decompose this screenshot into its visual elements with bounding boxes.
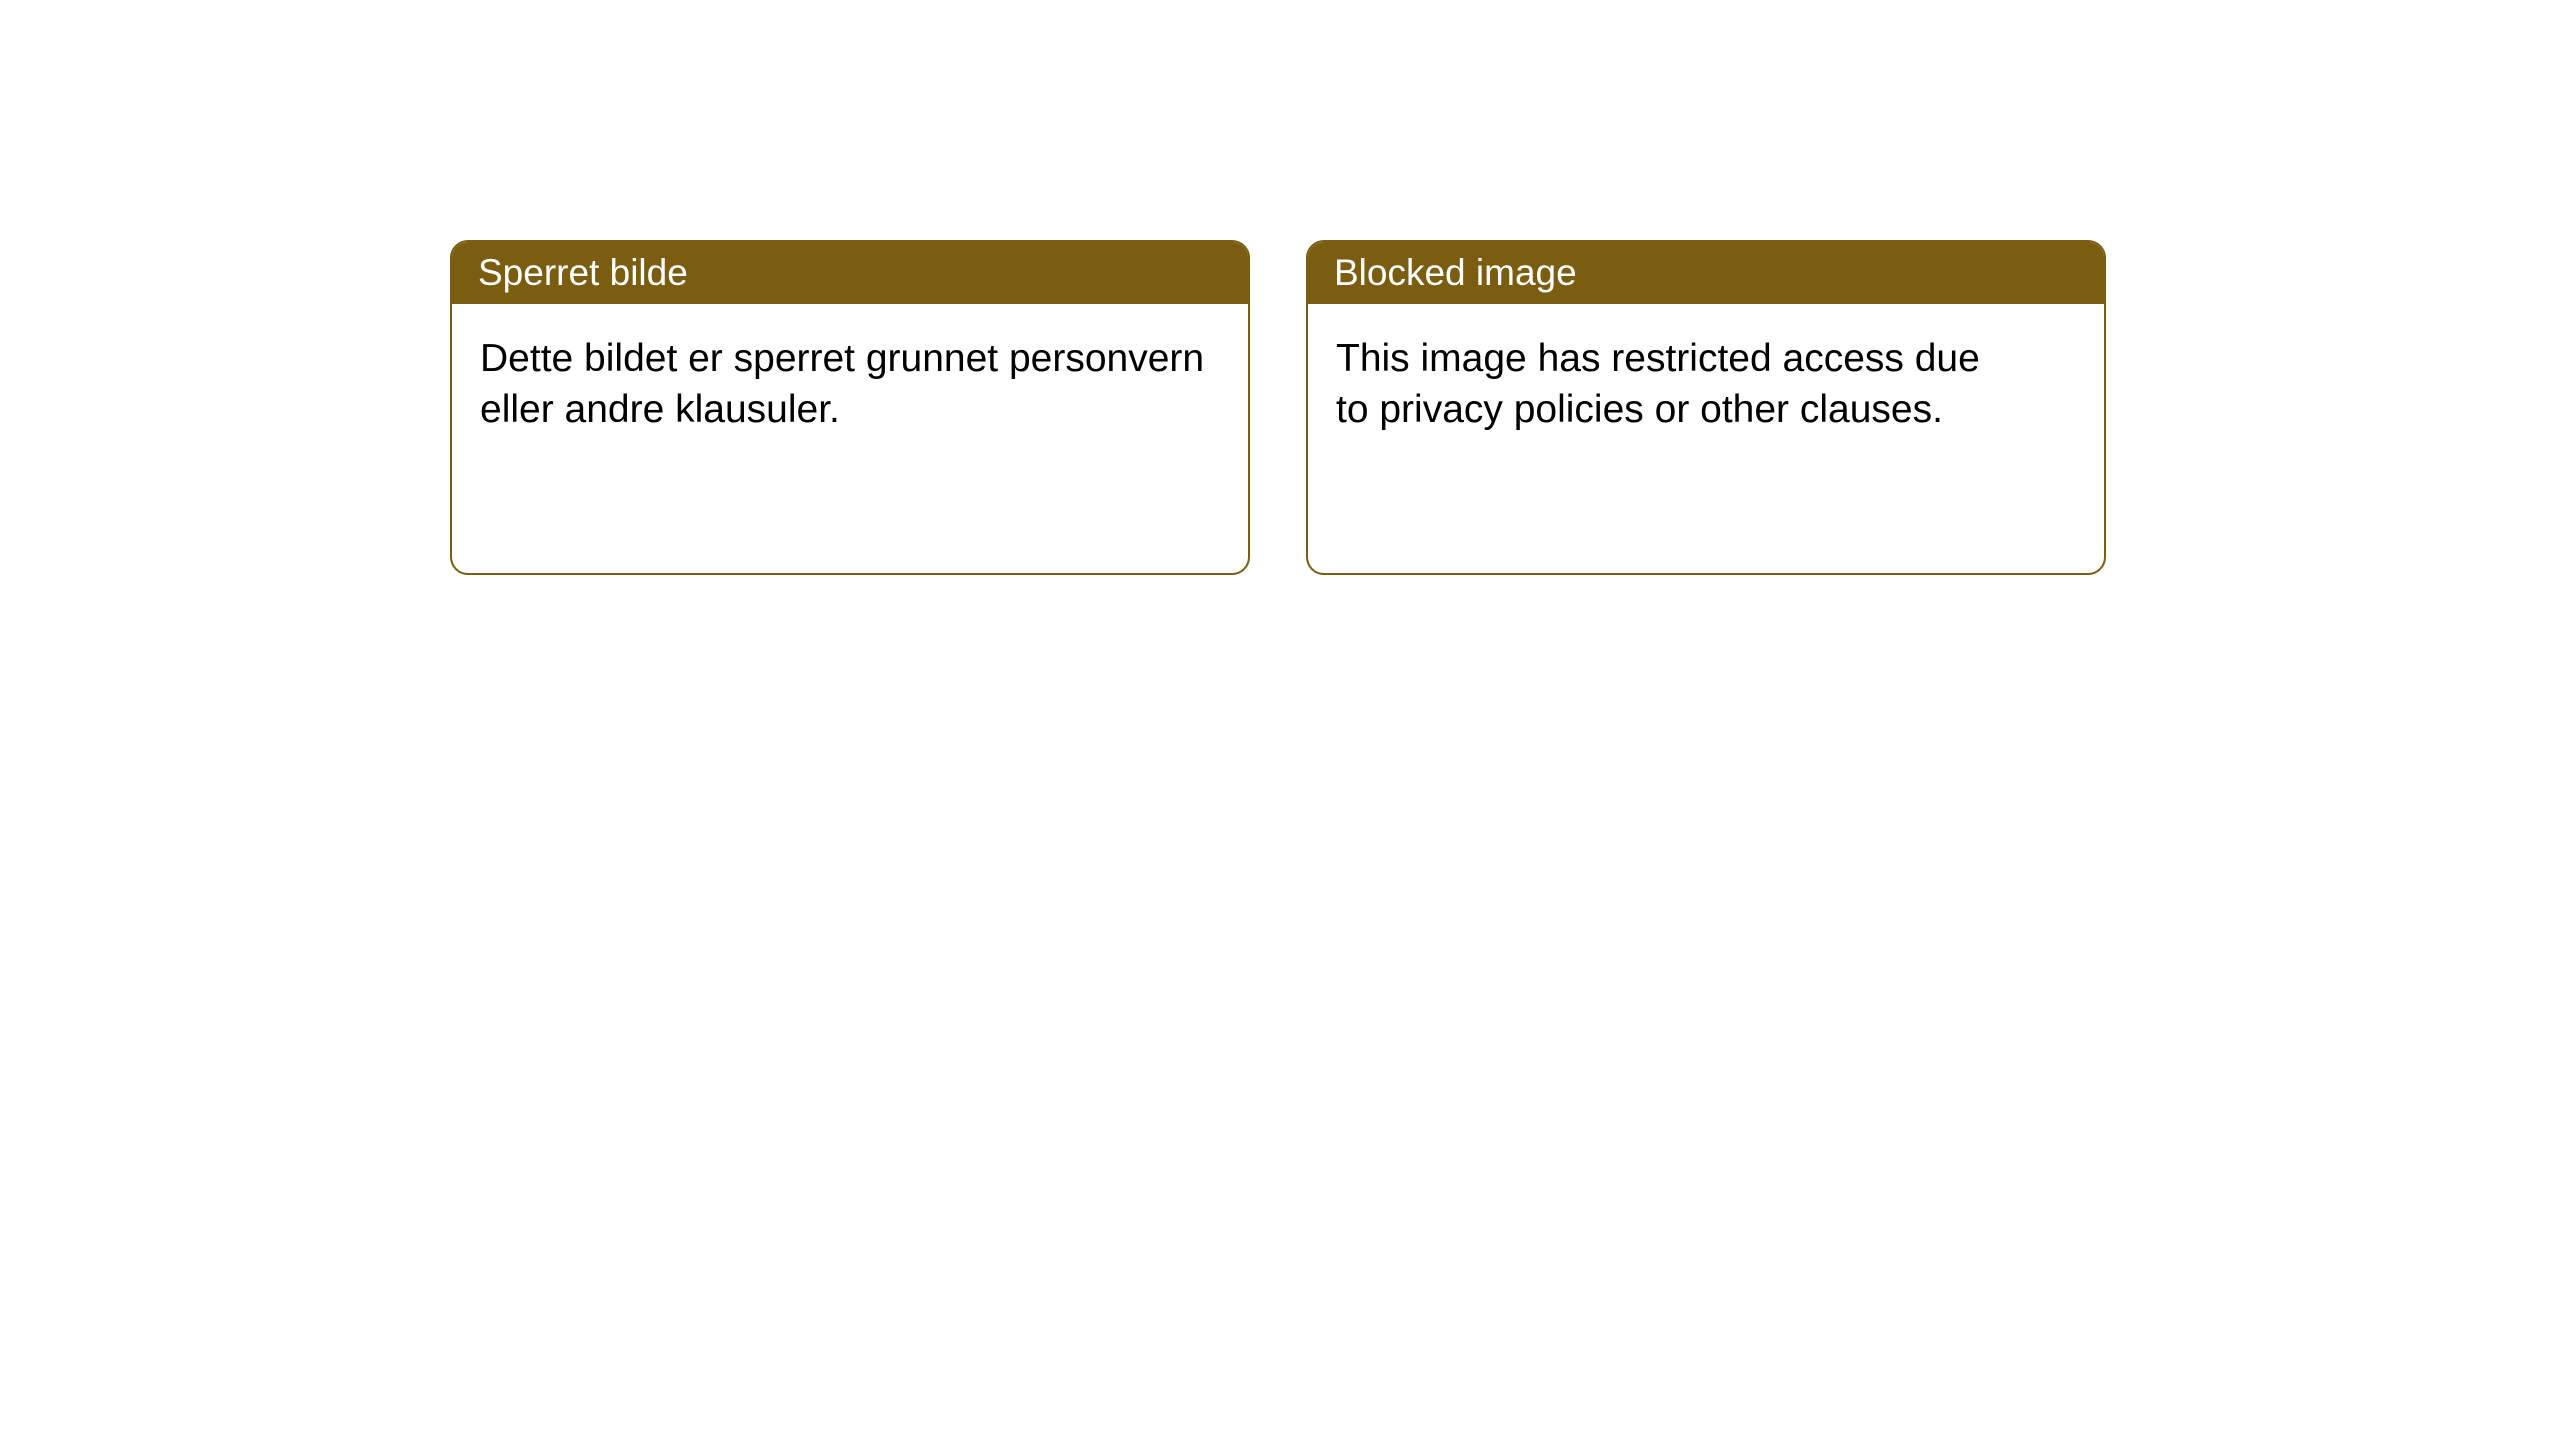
notice-header: Blocked image: [1308, 242, 2104, 304]
notice-body-text: Dette bildet er sperret grunnet personve…: [480, 337, 1204, 431]
notice-header-text: Blocked image: [1334, 252, 1577, 293]
notice-card-norwegian: Sperret bilde Dette bildet er sperret gr…: [450, 240, 1250, 575]
notice-header: Sperret bilde: [452, 242, 1248, 304]
notice-header-text: Sperret bilde: [478, 252, 688, 293]
notice-cards-container: Sperret bilde Dette bildet er sperret gr…: [0, 0, 2560, 575]
notice-body: Dette bildet er sperret grunnet personve…: [452, 304, 1248, 465]
notice-body-text: This image has restricted access due to …: [1336, 337, 1980, 431]
notice-body: This image has restricted access due to …: [1308, 304, 2008, 465]
notice-card-english: Blocked image This image has restricted …: [1306, 240, 2106, 575]
